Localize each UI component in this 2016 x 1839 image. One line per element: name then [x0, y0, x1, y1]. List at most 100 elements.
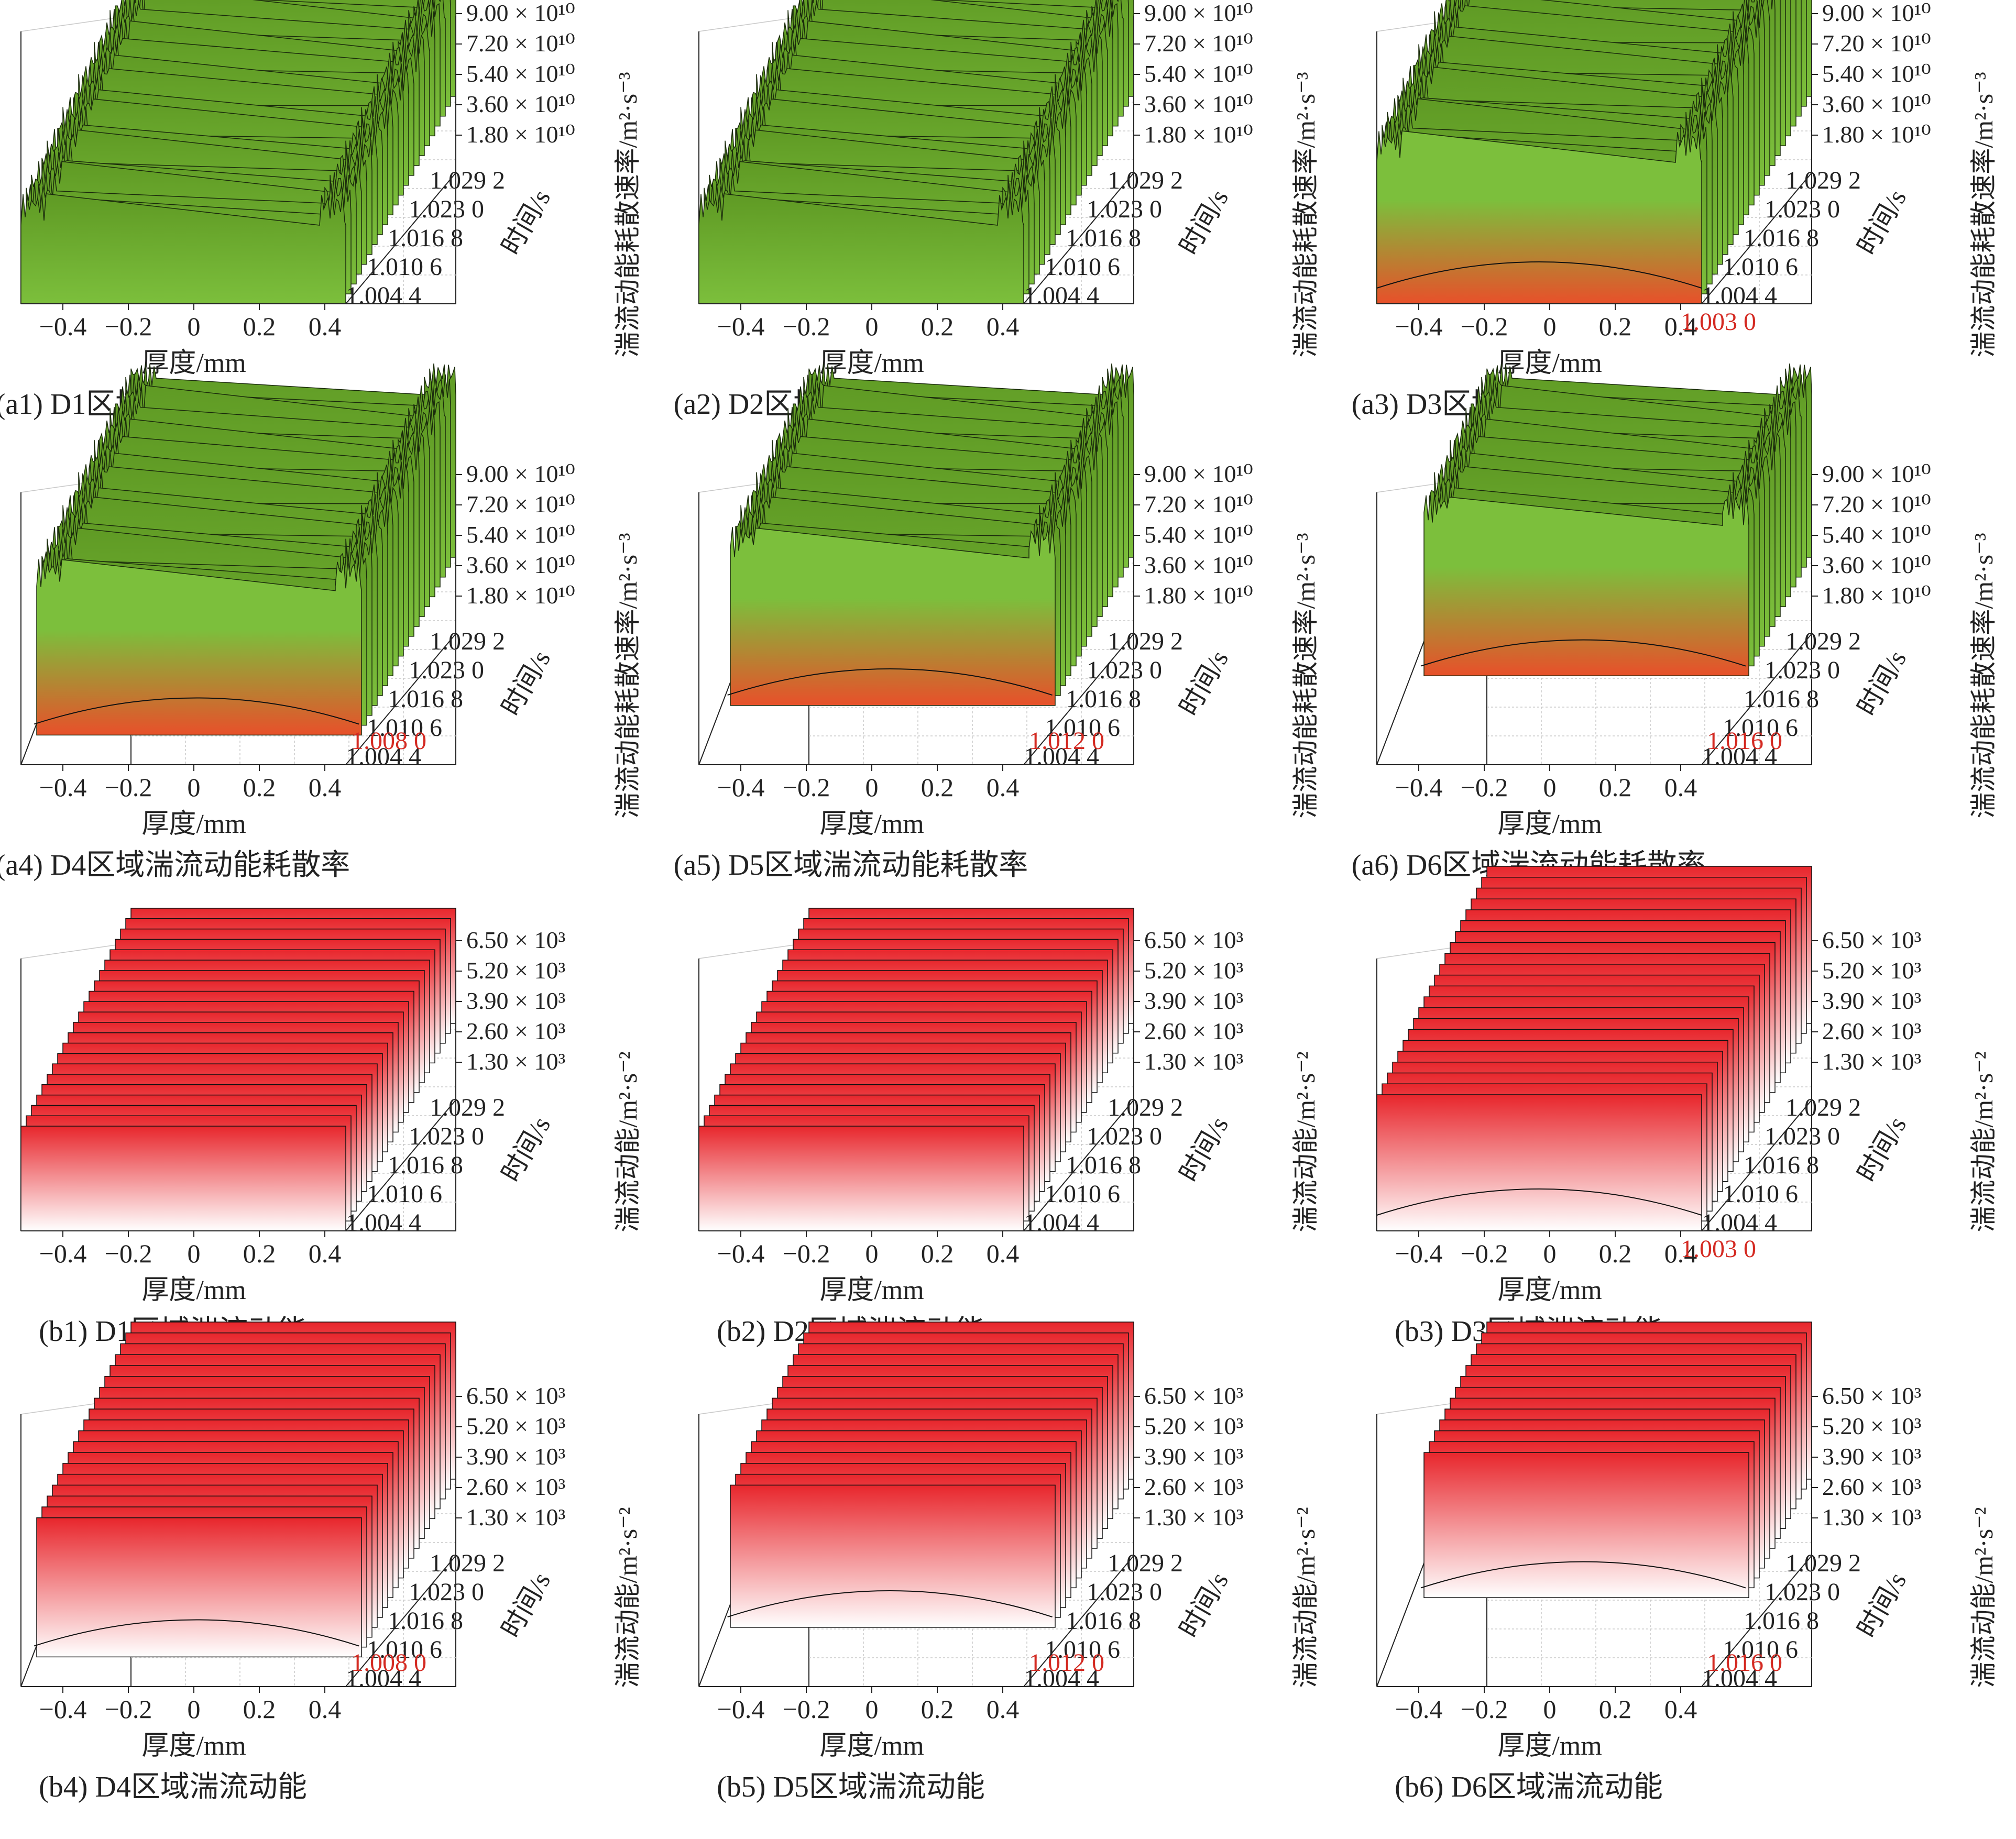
time-axis-title: 时间/s — [1851, 1111, 1912, 1186]
time-highlight-label: 1.008 0 — [351, 727, 426, 755]
time-tick-label: 1.023 0 — [1087, 1122, 1162, 1150]
z-tick-label: 5.40 × 10¹⁰ — [1822, 521, 1931, 548]
x-tick-label: −0.2 — [783, 1694, 830, 1724]
left-top-edge — [20, 15, 132, 32]
time-tick-label: 1.023 0 — [1765, 656, 1840, 684]
time-axis-title: 时间/s — [1851, 184, 1912, 259]
z-tick-label: 3.90 × 10³ — [1822, 1443, 1921, 1470]
z-tick-label: 6.50 × 10³ — [1822, 927, 1921, 953]
x-axis-title: 厚度/mm — [819, 1275, 924, 1305]
x-tick-label: −0.4 — [717, 773, 765, 802]
x-tick-label: 0.2 — [921, 1694, 954, 1724]
surface-slices — [1376, 0, 1812, 304]
x-tick-label: 0 — [865, 773, 879, 802]
z-tick-label: 1.30 × 10³ — [1822, 1048, 1921, 1075]
time-tick-label: 1.010 6 — [1723, 714, 1798, 742]
z-tick-label: 3.90 × 10³ — [1144, 987, 1243, 1014]
x-tick-label: −0.2 — [105, 773, 152, 802]
x-tick-label: 0.2 — [243, 1694, 276, 1724]
time-tick-label: 1.029 2 — [430, 627, 505, 655]
z-tick-label: 5.40 × 10¹⁰ — [1822, 60, 1931, 87]
x-tick-label: −0.4 — [1395, 312, 1443, 341]
time-tick-label: 1.010 6 — [1723, 253, 1798, 281]
x-tick-label: −0.2 — [105, 1239, 152, 1268]
x-tick-label: 0.4 — [987, 773, 1020, 802]
surface-slices — [36, 363, 456, 736]
time-tick-label: 1.004 4 — [1702, 282, 1777, 310]
x-tick-label: 0 — [1543, 312, 1557, 341]
surface-slices — [36, 1322, 456, 1658]
x-tick-label: −0.4 — [39, 1239, 87, 1268]
time-tick-label: 1.023 0 — [1087, 1578, 1162, 1606]
time-axis-line — [1701, 1555, 1812, 1687]
surface-slice — [20, 1126, 346, 1231]
time-tick-label: 1.004 4 — [1024, 282, 1099, 310]
x-tick-label: −0.4 — [717, 312, 765, 341]
z-tick-label: 5.40 × 10¹⁰ — [1144, 521, 1253, 548]
time-tick-label: 1.004 4 — [1024, 1209, 1099, 1237]
z-tick-label: 2.60 × 10³ — [1144, 1473, 1243, 1500]
time-axis-title: 时间/s — [496, 645, 556, 720]
z-tick-label: 6.50 × 10³ — [1144, 1382, 1243, 1409]
x-axis-title: 厚度/mm — [819, 348, 924, 378]
x-tick-label: 0.4 — [309, 312, 342, 341]
time-axis-title: 时间/s — [1851, 1567, 1912, 1642]
time-tick-label: 1.023 0 — [409, 656, 484, 684]
time-tick-label: 1.029 2 — [1785, 1094, 1861, 1121]
z-tick-label: 5.20 × 10³ — [1822, 1413, 1921, 1439]
z-tick-label: 1.30 × 10³ — [466, 1048, 565, 1075]
time-tick-label: 1.010 6 — [1045, 253, 1120, 281]
time-tick-label: 1.010 6 — [1723, 1180, 1798, 1208]
x-tick-label: 0 — [188, 1694, 201, 1724]
z-axis-title: 湍流动能耗散速率/m²·s⁻³ — [613, 533, 642, 818]
x-tick-label: 0.2 — [921, 1239, 954, 1268]
time-highlight-label: 1.008 0 — [351, 1649, 426, 1677]
z-tick-label: 1.30 × 10³ — [466, 1504, 565, 1530]
time-axis-title: 时间/s — [1851, 645, 1912, 720]
x-tick-label: −0.2 — [1461, 773, 1508, 802]
z-tick-label: 6.50 × 10³ — [466, 1382, 565, 1409]
x-tick-label: −0.4 — [717, 1239, 765, 1268]
time-tick-label: 1.016 8 — [1066, 224, 1141, 252]
z-tick-label: 5.40 × 10¹⁰ — [466, 521, 575, 548]
z-tick-label: 2.60 × 10³ — [466, 1018, 565, 1044]
surface-slice — [1423, 1452, 1749, 1599]
time-axis-line — [1701, 172, 1812, 304]
x-tick-label: 0.2 — [243, 312, 276, 341]
time-axis-title: 时间/s — [1174, 645, 1234, 720]
time-tick-label: 1.004 4 — [346, 282, 421, 310]
z-tick-label: 9.00 × 10¹⁰ — [1144, 0, 1253, 26]
chart-panel-b5: −0.4 −0.2 0 0.2 0.4 厚度/mm 6.50 × 10³ 5.20 × 10³… — [698, 1322, 1320, 1803]
chart-panel-a5: −0.4 −0.2 0 0.2 0.4 厚度/mm 9.00 × 10¹⁰ 7.20 × 10… — [674, 363, 1320, 882]
z-tick-label: 1.80 × 10¹⁰ — [1822, 582, 1931, 609]
x-tick-label: −0.4 — [1395, 1694, 1443, 1724]
chart-panel-b2: −0.4 −0.2 0 0.2 0.4 厚度/mm 6.50 × 10³ 5.20 × 10³… — [698, 908, 1320, 1348]
x-axis-title: 厚度/mm — [141, 1731, 246, 1761]
x-tick-label: 0 — [1543, 1694, 1557, 1724]
z-tick-label: 7.20 × 10¹⁰ — [1822, 30, 1931, 57]
surface-slices — [1423, 1322, 1812, 1599]
x-axis-title: 厚度/mm — [141, 348, 246, 378]
z-tick-label: 1.80 × 10¹⁰ — [466, 121, 575, 148]
x-tick-label: 0.4 — [987, 312, 1020, 341]
x-tick-label: −0.4 — [717, 1694, 765, 1724]
x-axis-title: 厚度/mm — [1497, 1731, 1602, 1761]
dome-curve — [727, 1590, 1053, 1617]
time-highlight-label: 1.016 0 — [1707, 727, 1782, 755]
surface-slice — [698, 193, 1024, 304]
z-tick-label: 3.90 × 10³ — [1822, 987, 1921, 1014]
panel-caption: (a4) D4区域湍流动能耗散率 — [0, 849, 350, 882]
time-axis-line — [1701, 633, 1812, 765]
x-tick-label: 0.2 — [921, 773, 954, 802]
z-tick-label: 2.60 × 10³ — [1144, 1018, 1243, 1044]
x-axis-title: 厚度/mm — [141, 809, 246, 839]
time-tick-label: 1.023 0 — [1087, 656, 1162, 684]
time-highlight-label: 1.016 0 — [1707, 1649, 1782, 1677]
time-highlight-label: 1.012 0 — [1029, 727, 1104, 755]
time-tick-label: 1.010 6 — [1045, 1636, 1120, 1664]
time-tick-label: 1.023 0 — [1087, 195, 1162, 223]
dome-curve — [727, 668, 1053, 696]
x-tick-label: 0.4 — [1664, 1239, 1697, 1268]
